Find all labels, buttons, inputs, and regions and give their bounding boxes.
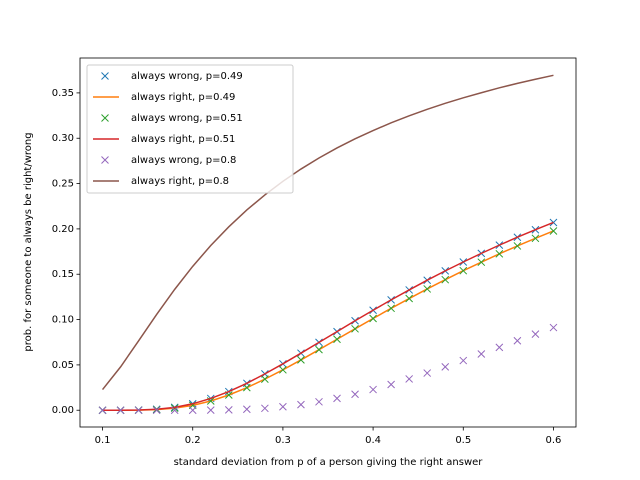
- marker: [459, 356, 468, 365]
- legend-marker: [101, 72, 109, 80]
- marker: [279, 365, 287, 374]
- marker: [188, 406, 197, 415]
- marker: [477, 258, 486, 267]
- marker: [405, 375, 414, 383]
- x-tick-label: 0.6: [546, 435, 562, 446]
- marker: [459, 266, 468, 275]
- marker: [387, 380, 395, 389]
- line: [101, 74, 554, 391]
- plot-frame: [79, 57, 577, 428]
- y-tick-label: 0.10: [52, 315, 74, 326]
- line: [102, 221, 554, 411]
- legend-marker: [101, 114, 109, 122]
- marker: [315, 397, 323, 406]
- marker: [495, 249, 504, 258]
- marker: [369, 385, 377, 394]
- marker: [351, 390, 359, 399]
- marker: [297, 400, 305, 409]
- marker: [531, 330, 540, 339]
- marker: [242, 405, 251, 414]
- marker: [242, 383, 251, 392]
- marker: [405, 294, 414, 303]
- marker: [224, 406, 233, 414]
- marker: [333, 335, 341, 344]
- legend-label: always right, p=0.8: [131, 176, 229, 187]
- y-tick-label: 0.15: [52, 269, 74, 280]
- x-tick-label: 0.2: [185, 435, 201, 446]
- legend-label: always wrong, p=0.51: [131, 113, 243, 124]
- marker: [423, 285, 432, 293]
- marker: [279, 402, 287, 411]
- marker: [333, 394, 341, 403]
- marker: [98, 406, 107, 415]
- marker: [513, 336, 522, 345]
- legend-box: [86, 64, 294, 194]
- marker: [152, 406, 161, 415]
- legend-label: always wrong, p=0.49: [131, 71, 243, 82]
- y-tick-label: 0.20: [52, 224, 74, 235]
- x-tick-label: 0.1: [95, 435, 111, 446]
- marker: [513, 242, 522, 250]
- legend-label: always right, p=0.51: [131, 134, 235, 145]
- y-tick-label: 0.25: [52, 179, 74, 190]
- marker: [423, 369, 432, 377]
- marker: [441, 363, 450, 371]
- x-tick-label: 0.3: [275, 435, 291, 446]
- marker: [441, 275, 450, 284]
- x-tick-label: 0.5: [455, 435, 471, 446]
- marker: [297, 356, 305, 364]
- marker: [477, 350, 486, 358]
- y-tick-label: 0.00: [52, 405, 74, 416]
- marker: [495, 343, 504, 352]
- marker: [261, 375, 269, 383]
- marker: [351, 324, 359, 333]
- x-axis-label: standard deviation from p of a person gi…: [174, 457, 484, 468]
- marker: [315, 345, 323, 354]
- marker: [134, 406, 143, 415]
- marker: [549, 227, 558, 235]
- y-tick-label: 0.30: [52, 133, 74, 144]
- marker: [170, 406, 179, 415]
- line: [102, 230, 554, 411]
- marker: [170, 404, 179, 412]
- marker: [369, 314, 377, 323]
- marker: [549, 218, 558, 227]
- marker: [116, 406, 125, 415]
- legend-label: always right, p=0.49: [131, 92, 235, 103]
- marker: [387, 304, 395, 313]
- legend-marker: [101, 156, 109, 164]
- y-tick-label: 0.35: [52, 88, 74, 99]
- y-axis-label: prob. for someone to always be right/wro…: [23, 132, 34, 351]
- marker: [261, 404, 269, 413]
- legend-label: always wrong, p=0.8: [131, 155, 236, 166]
- marker: [549, 323, 558, 332]
- marker: [206, 406, 215, 414]
- y-tick-label: 0.05: [52, 360, 74, 371]
- marker: [531, 234, 540, 243]
- x-tick-label: 0.4: [365, 435, 381, 446]
